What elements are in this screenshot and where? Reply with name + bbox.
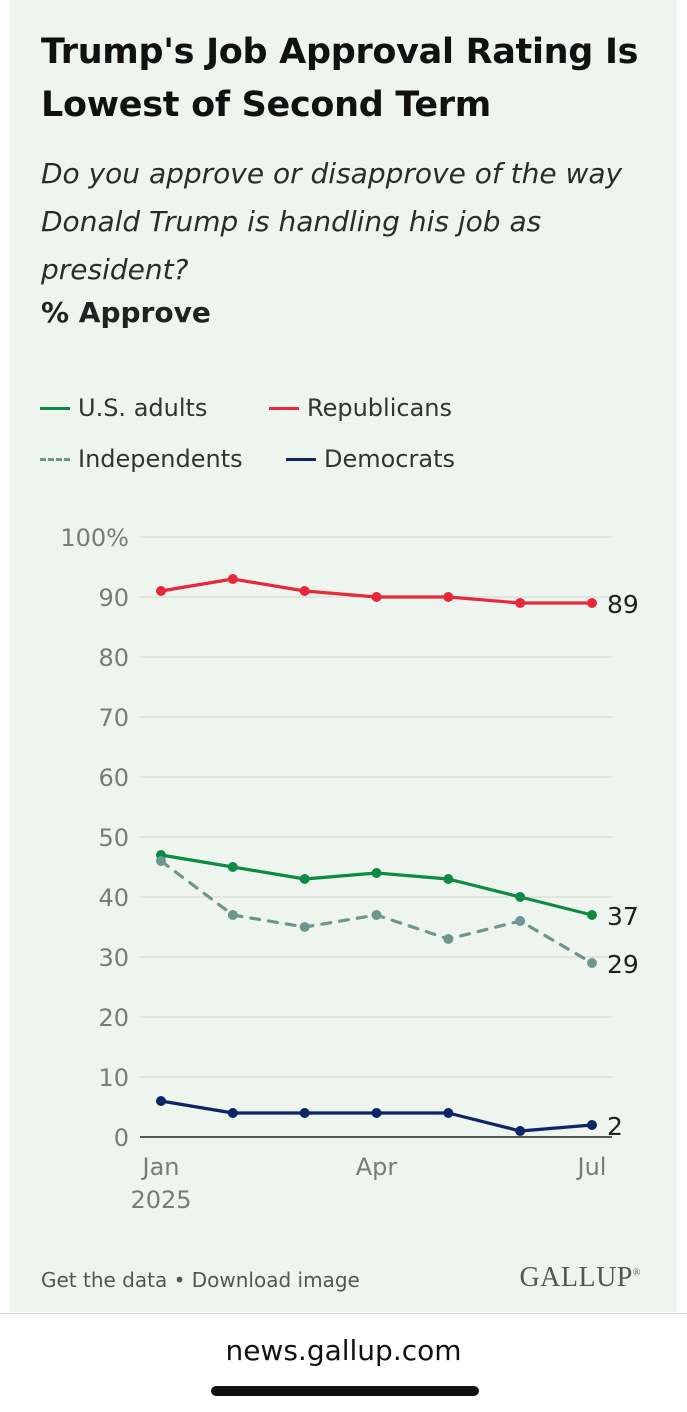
legend-swatch-democrats: [286, 457, 316, 461]
data-point-independents: [227, 910, 238, 920]
x-tick-sublabel: 2025: [130, 1186, 191, 1214]
url-text: news.gallup.com: [225, 1334, 462, 1367]
data-point-independents: [443, 934, 454, 944]
chart-title: Trump's Job Approval Rating Is Lowest of…: [41, 32, 639, 125]
data-point-republicans: [587, 598, 597, 608]
legend-item-democrats: Democrats: [286, 445, 455, 473]
end-label-republicans: 89: [607, 590, 639, 619]
legend-swatch-us-adults: [40, 406, 70, 410]
download-image-link[interactable]: Download image: [191, 1268, 360, 1292]
home-indicator[interactable]: [211, 1386, 479, 1396]
legend-item-independents: Independents: [40, 445, 243, 473]
end-label-democrats: 2: [607, 1112, 623, 1141]
legend-label-us-adults: U.S. adults: [78, 394, 208, 422]
y-tick-label: 70: [98, 704, 129, 732]
y-tick-label: 80: [98, 644, 129, 672]
x-tick-label: Jul: [576, 1153, 607, 1181]
legend-label-republicans: Republicans: [307, 394, 452, 422]
y-tick-label: 90: [98, 584, 129, 612]
x-tick-label: Jan: [141, 1153, 180, 1181]
data-point-independents: [515, 916, 526, 926]
data-point-republicans: [443, 592, 454, 602]
data-point-democrats: [515, 1126, 526, 1136]
legend-label-independents: Independents: [78, 445, 243, 473]
data-point-u-s-adults: [443, 874, 454, 884]
data-point-u-s-adults: [371, 868, 382, 878]
footer-links: Get the data • Download image: [41, 1268, 360, 1292]
footer-separator: •: [173, 1268, 186, 1292]
legend-item-us-adults: U.S. adults: [40, 394, 207, 422]
data-point-republicans: [156, 586, 166, 596]
data-point-democrats: [587, 1120, 597, 1130]
survey-question: Do you approve or disapprove of the way …: [41, 157, 623, 286]
line-chart: 100% 90 80 70 60 50 40 30 20 10 0 Jan 2025 Apr Jul 89 37…: [60, 524, 639, 1214]
gallup-logo[interactable]: GALLUP®: [519, 1262, 641, 1294]
y-tick-label: 0: [114, 1124, 129, 1152]
data-point-democrats: [156, 1096, 166, 1106]
y-tick-label: 30: [98, 944, 129, 972]
data-point-democrats: [443, 1108, 454, 1118]
data-point-u-s-adults: [299, 874, 310, 884]
data-point-republicans: [515, 598, 526, 608]
data-point-independents: [371, 910, 382, 920]
series-line-u-s-adults: [159, 853, 594, 917]
measure-label: % Approve: [41, 296, 211, 329]
end-label-u-s-adults: 37: [607, 902, 639, 931]
x-tick-label: Apr: [356, 1153, 398, 1181]
chart-card: [10, 0, 677, 1312]
end-label-independents: 29: [607, 950, 639, 979]
data-point-democrats: [371, 1108, 382, 1118]
data-point-u-s-adults: [515, 892, 526, 902]
legend-swatch-independents: [40, 457, 70, 461]
legend-label-democrats: Democrats: [324, 445, 455, 473]
data-point-democrats: [299, 1108, 310, 1118]
y-tick-label: 10: [98, 1064, 129, 1092]
y-tick-label: 20: [98, 1004, 129, 1032]
data-point-independents: [156, 856, 166, 866]
logo-registered-mark: ®: [632, 1267, 641, 1279]
y-tick-label: 40: [98, 884, 129, 912]
data-point-u-s-adults: [587, 910, 597, 920]
get-data-link[interactable]: Get the data: [41, 1268, 168, 1292]
legend-swatch-republicans: [269, 406, 299, 410]
logo-text: GALLUP: [519, 1262, 633, 1293]
data-point-republicans: [371, 592, 382, 602]
data-point-independents: [587, 958, 597, 968]
browser-url-bar[interactable]: news.gallup.com: [0, 1313, 687, 1412]
y-tick-label: 100%: [60, 524, 129, 552]
data-point-democrats: [227, 1108, 238, 1118]
y-tick-label: 50: [98, 824, 129, 852]
data-point-u-s-adults: [227, 862, 238, 872]
data-point-republicans: [227, 574, 238, 584]
legend-item-republicans: Republicans: [269, 394, 452, 422]
data-point-republicans: [299, 586, 310, 596]
y-tick-label: 60: [98, 764, 129, 792]
data-point-independents: [299, 922, 310, 932]
